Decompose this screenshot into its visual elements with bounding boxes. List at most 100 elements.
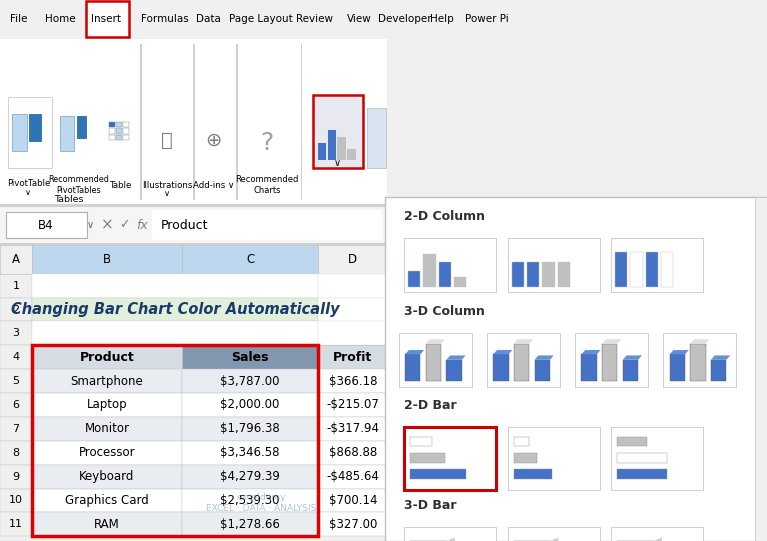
Text: Power Pi: Power Pi — [465, 15, 509, 24]
Text: 2-D Bar: 2-D Bar — [404, 399, 457, 412]
Bar — [508, 238, 600, 292]
Text: ∨: ∨ — [164, 189, 170, 198]
Bar — [32, 465, 182, 489]
Bar — [32, 393, 182, 417]
Bar — [0, 417, 32, 441]
Bar — [236, 44, 238, 200]
Bar — [318, 245, 387, 274]
Bar — [32, 345, 182, 369]
Bar — [6, 212, 87, 238]
Bar — [0, 441, 32, 465]
Polygon shape — [447, 537, 455, 541]
Text: PivotTable: PivotTable — [7, 180, 50, 188]
Text: 3-D Column: 3-D Column — [404, 305, 485, 318]
Bar — [318, 321, 387, 345]
Text: 8: 8 — [12, 448, 20, 458]
Text: ?: ? — [260, 131, 274, 155]
Bar — [0, 0, 387, 206]
Text: Tables: Tables — [54, 195, 84, 203]
Bar — [8, 97, 52, 168]
Text: 3-D Bar: 3-D Bar — [404, 499, 456, 512]
Bar — [512, 262, 524, 287]
Bar — [123, 135, 129, 140]
Bar — [152, 210, 382, 240]
Bar — [615, 252, 627, 287]
Polygon shape — [654, 537, 662, 541]
Bar — [0, 393, 32, 417]
Text: 7: 7 — [12, 424, 20, 434]
Text: $2,539.30: $2,539.30 — [220, 494, 280, 507]
Text: ⛰: ⛰ — [161, 131, 173, 150]
Bar — [514, 453, 537, 463]
Text: $327.00: $327.00 — [328, 518, 377, 531]
Bar — [0, 245, 387, 274]
Bar — [318, 489, 387, 512]
Text: ∨: ∨ — [334, 159, 341, 168]
Bar — [318, 465, 387, 489]
Bar — [32, 321, 318, 345]
Bar — [0, 489, 32, 512]
Bar — [32, 441, 182, 465]
Text: Processor: Processor — [79, 446, 135, 459]
Bar — [630, 252, 643, 287]
Bar — [405, 354, 420, 381]
Bar — [387, 0, 767, 206]
Text: RAM: RAM — [94, 518, 120, 531]
Text: $4,279.39: $4,279.39 — [220, 470, 280, 483]
Bar — [60, 116, 74, 151]
Bar — [313, 95, 363, 168]
Bar — [661, 252, 673, 287]
Bar — [182, 489, 318, 512]
Text: Insert: Insert — [91, 15, 121, 24]
Text: Review: Review — [296, 15, 333, 24]
Bar — [0, 512, 32, 536]
Polygon shape — [446, 355, 466, 360]
Text: Recommended
Charts: Recommended Charts — [235, 175, 298, 195]
Text: B: B — [103, 253, 111, 266]
Text: Home: Home — [44, 15, 75, 24]
Polygon shape — [551, 537, 558, 541]
Text: Formulas: Formulas — [141, 15, 189, 24]
Text: ✓: ✓ — [119, 219, 130, 232]
Text: 11: 11 — [9, 519, 23, 529]
Bar — [193, 44, 195, 200]
Bar — [301, 44, 302, 200]
Bar — [32, 345, 318, 536]
Bar — [318, 143, 326, 160]
Bar — [123, 128, 129, 134]
Text: C: C — [246, 253, 254, 266]
Text: -$485.64: -$485.64 — [327, 470, 379, 483]
Bar — [0, 243, 387, 245]
Polygon shape — [535, 355, 554, 360]
Text: 4: 4 — [12, 352, 20, 362]
Text: 3: 3 — [12, 328, 20, 339]
Bar — [337, 137, 346, 160]
Polygon shape — [426, 339, 445, 344]
Bar — [32, 245, 182, 274]
Bar — [0, 321, 32, 345]
Bar — [32, 489, 182, 512]
Bar — [0, 369, 32, 393]
Bar — [140, 44, 142, 200]
Bar — [508, 527, 600, 541]
Bar — [410, 469, 466, 479]
Bar — [663, 333, 736, 387]
Bar — [182, 369, 318, 393]
Polygon shape — [623, 355, 642, 360]
Text: 2: 2 — [12, 305, 20, 314]
Bar — [514, 344, 529, 381]
Bar — [514, 469, 552, 479]
Bar — [32, 298, 318, 321]
Bar — [367, 108, 386, 168]
Bar — [182, 441, 318, 465]
Bar — [123, 122, 129, 127]
Bar — [182, 345, 318, 369]
Bar — [86, 1, 129, 37]
Bar — [446, 360, 462, 381]
Bar — [690, 344, 706, 381]
Text: D: D — [348, 253, 357, 266]
Bar — [116, 128, 122, 134]
Text: Profit: Profit — [333, 351, 373, 364]
Text: Recommended
PivotTables: Recommended PivotTables — [48, 175, 109, 195]
Bar — [182, 245, 318, 274]
